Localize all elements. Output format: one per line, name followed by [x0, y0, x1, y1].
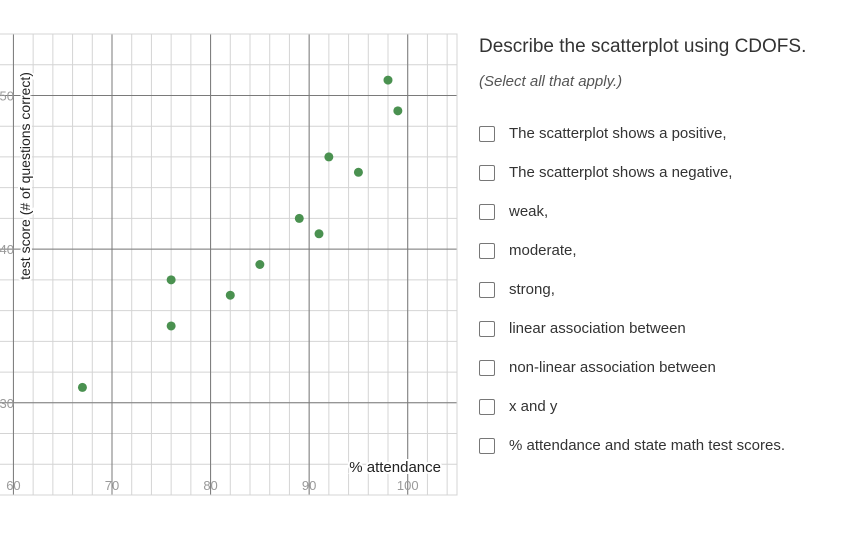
option-non-linear[interactable]: non-linear association between: [479, 348, 849, 387]
checkbox[interactable]: [479, 398, 495, 415]
x-tick-label: 90: [302, 478, 316, 493]
option-strong[interactable]: strong,: [479, 270, 849, 309]
x-tick-label: 80: [203, 478, 217, 493]
question-block: Describe the scatterplot using CDOFS. (S…: [479, 34, 849, 92]
y-tick-label: 40: [0, 242, 14, 257]
checkbox[interactable]: [479, 320, 495, 337]
option-negative[interactable]: The scatterplot shows a negative,: [479, 153, 849, 192]
checkbox[interactable]: [479, 242, 495, 259]
scatterplot: 60 70 80 90 100 30 40 50 % attendance test score …: [0, 0, 460, 500]
checkbox[interactable]: [479, 359, 495, 376]
option-label: moderate,: [509, 242, 577, 259]
data-point: [166, 275, 176, 285]
data-point: [383, 75, 393, 85]
data-point: [294, 213, 304, 223]
data-point: [77, 382, 87, 392]
y-tick-label: 30: [0, 396, 14, 411]
option-variables[interactable]: % attendance and state math test scores.: [479, 426, 849, 465]
x-tick-label: 60: [6, 478, 20, 493]
data-point: [255, 260, 265, 269]
y-axis-label: test score (# of questions correct): [17, 72, 33, 280]
checkbox[interactable]: [479, 437, 495, 454]
x-tick-label: 70: [105, 478, 119, 493]
answer-options: The scatterplot shows a positive, The sc…: [479, 114, 849, 465]
option-label: The scatterplot shows a negative,: [509, 164, 733, 181]
data-point: [393, 106, 403, 116]
data-point: [166, 321, 176, 331]
option-weak[interactable]: weak,: [479, 192, 849, 231]
option-label: % attendance and state math test scores.: [509, 437, 785, 454]
scatterplot-svg: 60 70 80 90 100 30 40 50 % attendance test score …: [0, 33, 458, 496]
data-point: [225, 290, 235, 300]
option-label: linear association between: [509, 320, 686, 337]
option-label: The scatterplot shows a positive,: [509, 125, 727, 142]
plot-frame: [0, 33, 458, 496]
data-point: [353, 167, 363, 177]
checkbox[interactable]: [479, 203, 495, 220]
x-tick-label: 100: [397, 478, 419, 493]
question-instructions: (Select all that apply.): [479, 73, 623, 90]
option-label: weak,: [509, 203, 549, 220]
option-linear[interactable]: linear association between: [479, 309, 849, 348]
data-point: [314, 229, 324, 239]
option-label: strong,: [509, 281, 555, 298]
y-tick-label: 50: [0, 88, 14, 103]
x-axis-label: % attendance: [349, 459, 441, 476]
option-moderate[interactable]: moderate,: [479, 231, 849, 270]
checkbox[interactable]: [479, 164, 495, 181]
option-label: non-linear association between: [509, 359, 716, 376]
checkbox[interactable]: [479, 125, 495, 142]
option-positive[interactable]: The scatterplot shows a positive,: [479, 114, 849, 153]
option-x-and-y[interactable]: x and y: [479, 387, 849, 426]
data-point: [324, 152, 334, 162]
option-label: x and y: [509, 398, 558, 415]
checkbox[interactable]: [479, 281, 495, 298]
question-title: Describe the scatterplot using CDOFS.: [479, 36, 807, 57]
